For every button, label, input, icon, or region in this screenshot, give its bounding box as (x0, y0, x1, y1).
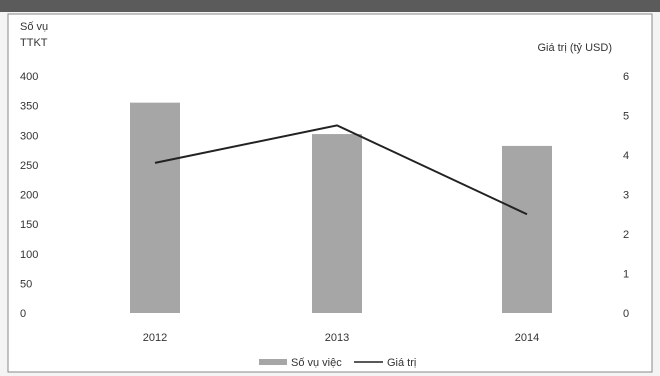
y-right-tick-label: 4 (623, 150, 629, 162)
bar-2012 (130, 102, 180, 313)
y-right-tick-label: 2 (623, 229, 629, 241)
bar-2013 (312, 134, 362, 313)
y-left-tick-label: 100 (20, 249, 38, 261)
legend-bar-swatch (259, 359, 287, 365)
y-left-ticks: 0 50 100 150 200 250 300 350 400 (20, 71, 38, 320)
category-labels: 2012 2013 2014 (143, 332, 539, 344)
y-left-tick-label: 150 (20, 219, 38, 231)
y-left-tick-label: 0 (20, 308, 26, 320)
y-left-tick-label: 50 (20, 278, 32, 290)
x-category-label: 2012 (143, 332, 167, 344)
y-left-tick-label: 300 (20, 130, 38, 142)
y-left-tick-label: 250 (20, 160, 38, 172)
y-right-label: Giá trị (tỷ USD) (537, 42, 612, 54)
y-left-tick-label: 400 (20, 71, 38, 83)
y-right-tick-label: 3 (623, 190, 629, 202)
legend-line-label: Giá trị (387, 357, 416, 369)
bar-2014 (502, 145, 552, 313)
y-right-tick-label: 5 (623, 111, 629, 123)
y-right-tick-label: 1 (623, 269, 629, 281)
value-line (154, 124, 528, 216)
top-border-bar (0, 0, 660, 12)
y-right-ticks: 0 1 2 3 4 5 6 (623, 71, 629, 320)
y-left-label-line2: TTKT (20, 37, 48, 49)
line-group (154, 124, 528, 216)
y-right-tick-label: 6 (623, 71, 629, 83)
y-left-label-line1: Số vụ (20, 21, 48, 33)
legend-bar-label: Số vụ việc (291, 357, 342, 369)
x-category-label: 2014 (515, 332, 539, 344)
y-left-tick-label: 200 (20, 190, 38, 202)
bars-group (130, 102, 552, 313)
y-right-tick-label: 0 (623, 308, 629, 320)
x-category-label: 2013 (325, 332, 349, 344)
y-left-tick-label: 350 (20, 101, 38, 113)
legend: Số vụ việc Giá trị (259, 357, 416, 369)
